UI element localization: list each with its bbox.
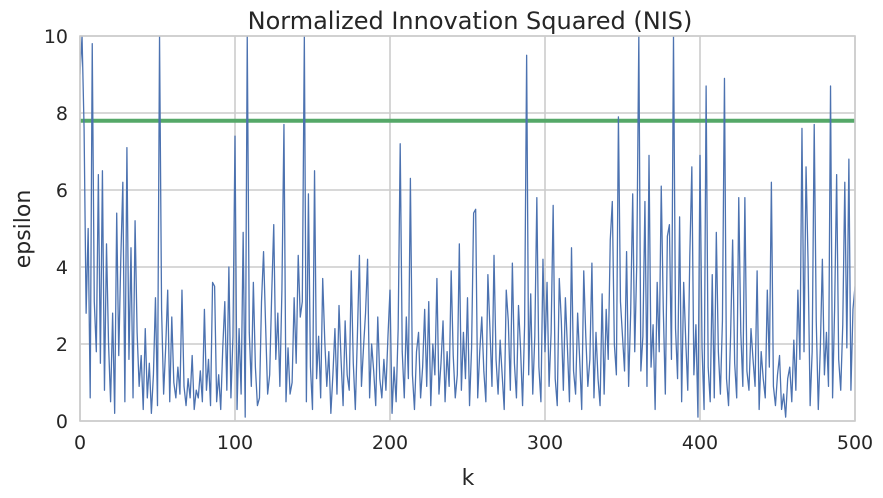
y-tick-label: 8 [56,103,68,125]
nis-series-line [80,36,855,418]
y-axis-ticks: 0 2 4 6 8 10 [44,26,68,433]
y-tick-label: 10 [44,26,68,48]
x-tick-label: 100 [217,432,253,454]
plot-border [79,35,856,422]
x-tick-label: 200 [372,432,408,454]
x-axis-label: k [462,466,475,491]
plot-frame [79,35,856,422]
y-tick-label: 6 [56,180,68,202]
x-axis-ticks: 0 100 200 300 400 500 [74,432,873,454]
x-tick-label: 0 [74,432,86,454]
y-tick-label: 0 [56,411,68,433]
x-tick-label: 300 [527,432,563,454]
x-tick-label: 500 [837,432,873,454]
y-tick-label: 4 [56,257,68,279]
y-tick-label: 2 [56,334,68,356]
series-layer [80,36,855,418]
y-axis-label: epsilon [11,190,36,269]
chart-title: Normalized Innovation Squared (NIS) [248,7,693,35]
x-tick-label: 400 [682,432,718,454]
